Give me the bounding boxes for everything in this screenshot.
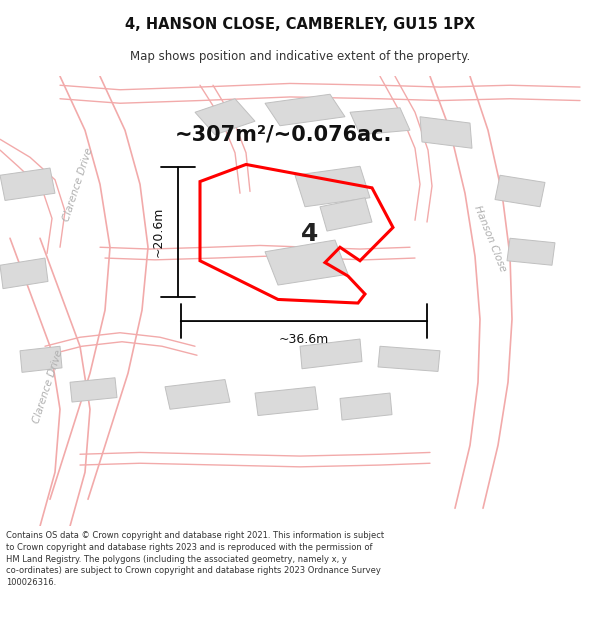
Polygon shape [255, 387, 318, 416]
Polygon shape [165, 379, 230, 409]
Text: Clarence Drive: Clarence Drive [31, 349, 65, 425]
Polygon shape [378, 346, 440, 371]
Polygon shape [20, 346, 62, 372]
Text: Map shows position and indicative extent of the property.: Map shows position and indicative extent… [130, 50, 470, 63]
Polygon shape [295, 166, 370, 207]
Text: Hanson Close: Hanson Close [472, 204, 508, 273]
Text: 4: 4 [301, 222, 319, 246]
Polygon shape [320, 198, 372, 231]
Text: ~20.6m: ~20.6m [151, 207, 164, 257]
Text: Clarence Drive: Clarence Drive [61, 146, 95, 222]
Polygon shape [0, 168, 55, 201]
Polygon shape [0, 258, 48, 289]
Polygon shape [195, 99, 255, 135]
Polygon shape [265, 94, 345, 126]
Polygon shape [340, 393, 392, 420]
Text: Contains OS data © Crown copyright and database right 2021. This information is : Contains OS data © Crown copyright and d… [6, 531, 384, 587]
Text: ~307m²/~0.076ac.: ~307m²/~0.076ac. [175, 125, 392, 145]
Text: 4, HANSON CLOSE, CAMBERLEY, GU15 1PX: 4, HANSON CLOSE, CAMBERLEY, GU15 1PX [125, 17, 475, 32]
Polygon shape [495, 175, 545, 207]
Polygon shape [70, 378, 117, 402]
Text: ~36.6m: ~36.6m [279, 332, 329, 346]
Polygon shape [300, 339, 362, 369]
Polygon shape [350, 107, 410, 135]
Polygon shape [265, 240, 348, 285]
Polygon shape [420, 117, 472, 148]
Polygon shape [507, 238, 555, 265]
